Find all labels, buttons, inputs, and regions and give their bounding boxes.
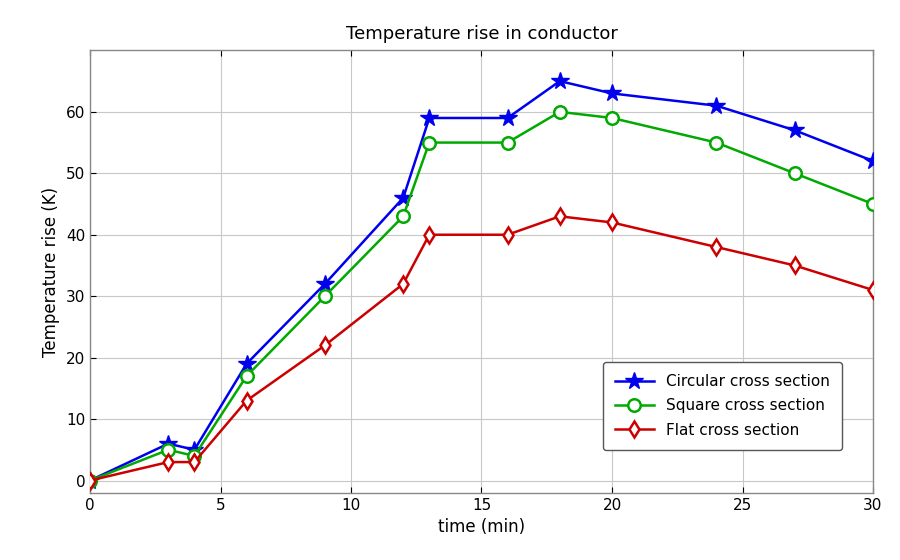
Circular cross section (789, 127, 800, 134)
Circular cross section (320, 281, 330, 287)
Circular cross section (241, 361, 252, 367)
Title: Temperature rise in conductor: Temperature rise in conductor (346, 25, 617, 43)
Square cross section (502, 139, 513, 146)
X-axis label: time (min): time (min) (438, 518, 525, 536)
Line: Flat cross section: Flat cross section (85, 211, 878, 486)
Legend: Circular cross section, Square cross section, Flat cross section: Circular cross section, Square cross sec… (603, 362, 842, 450)
Flat cross section (789, 262, 800, 269)
Flat cross section (398, 281, 409, 287)
Flat cross section (607, 219, 617, 226)
Square cross section (398, 213, 409, 220)
Flat cross section (554, 213, 565, 220)
Circular cross section (424, 115, 435, 122)
Square cross section (711, 139, 722, 146)
Circular cross section (85, 477, 95, 484)
Square cross section (241, 373, 252, 380)
Flat cross section (711, 244, 722, 250)
Square cross section (607, 115, 617, 122)
Square cross section (554, 109, 565, 115)
Square cross section (189, 452, 200, 459)
Circular cross section (189, 446, 200, 453)
Circular cross section (398, 194, 409, 201)
Line: Circular cross section: Circular cross section (81, 72, 882, 489)
Flat cross section (85, 477, 95, 484)
Flat cross section (424, 231, 435, 238)
Line: Square cross section: Square cross section (84, 106, 879, 487)
Flat cross section (320, 342, 330, 349)
Square cross section (163, 446, 174, 453)
Flat cross section (502, 231, 513, 238)
Square cross section (868, 200, 878, 207)
Circular cross section (163, 440, 174, 447)
Flat cross section (241, 397, 252, 404)
Square cross section (424, 139, 435, 146)
Flat cross section (189, 459, 200, 465)
Circular cross section (711, 102, 722, 109)
Square cross section (85, 477, 95, 484)
Circular cross section (607, 90, 617, 97)
Flat cross section (868, 287, 878, 293)
Square cross section (320, 293, 330, 300)
Circular cross section (502, 115, 513, 122)
Y-axis label: Temperature rise (K): Temperature rise (K) (42, 186, 60, 357)
Flat cross section (163, 459, 174, 465)
Circular cross section (868, 158, 878, 165)
Square cross section (789, 170, 800, 176)
Circular cross section (554, 78, 565, 85)
